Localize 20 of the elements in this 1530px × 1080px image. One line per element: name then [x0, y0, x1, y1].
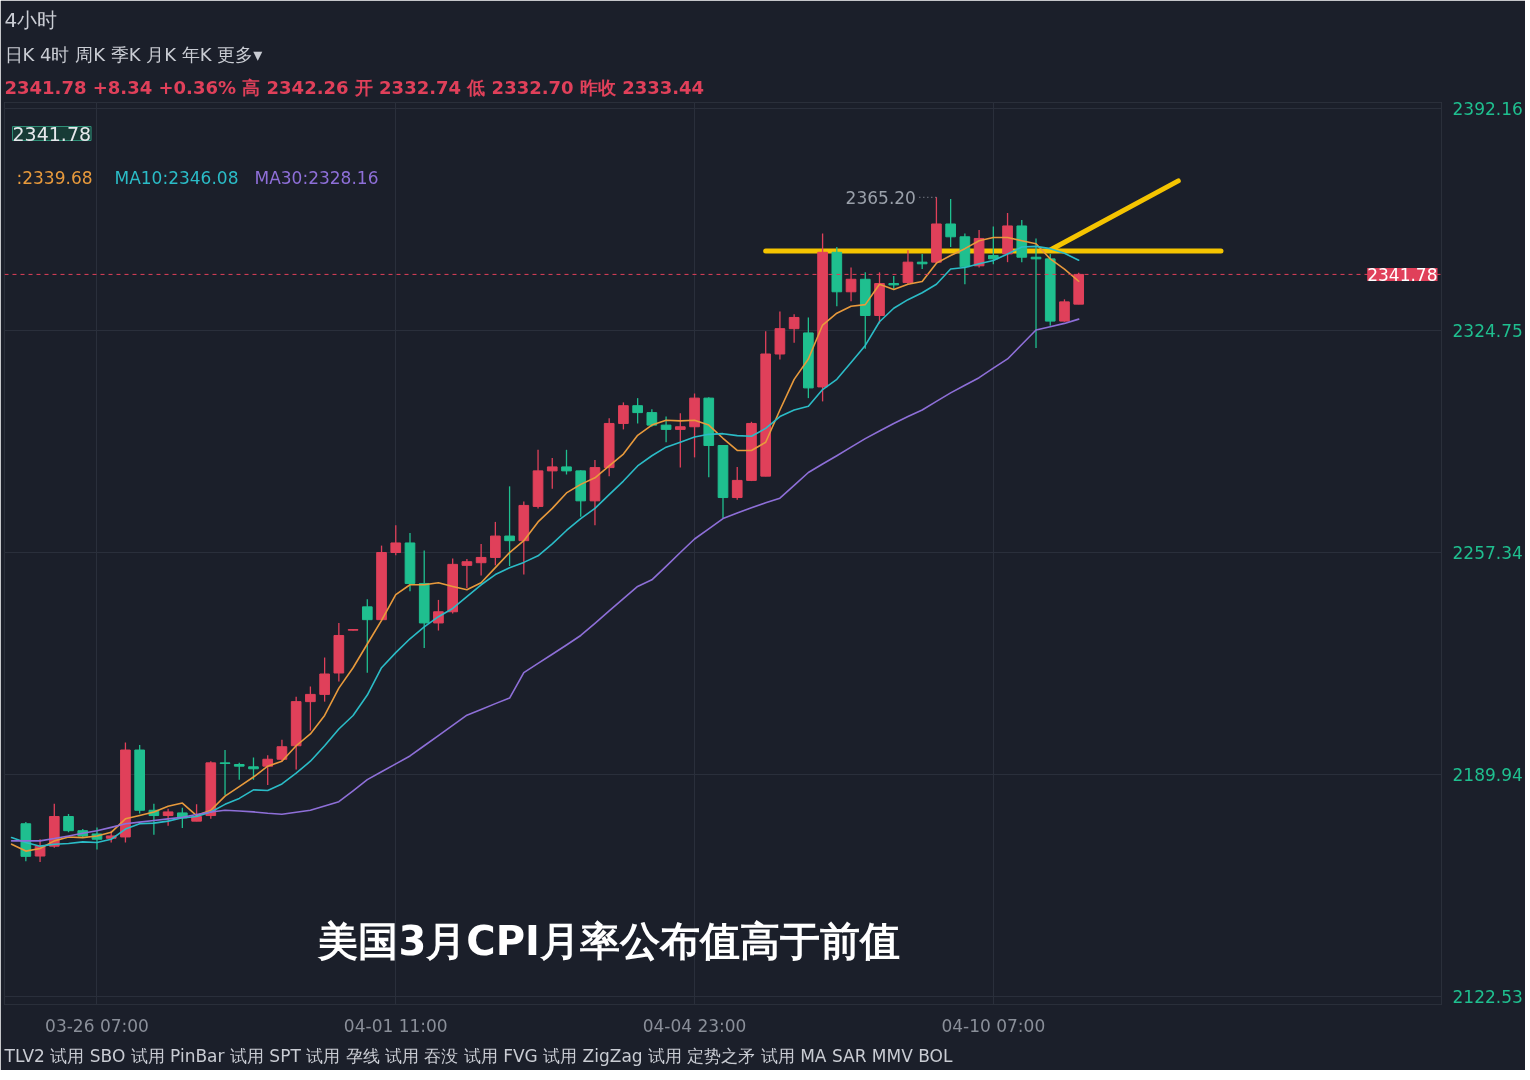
text: MA30:2328.16 — [254, 167, 379, 188]
chart-subtitle: 2341.78 +8.34 +0.36% 高 2342.26 开 2332.74 低 2332.70 昨收 2333.44 — [4, 76, 705, 98]
text: :2339.68 — [16, 167, 93, 188]
text: TLV2 试用 SBO 试用 PinBar 试用 SPT 试用 孕线 试用 吞没 试用 FVG 试用 ZigZag 试用 定势之矛 试用 MA SAR MMV BOL — [3, 1045, 953, 1066]
x-tick-label: 04-01 11:00 — [343, 1015, 448, 1036]
annotation: 2341.78 — [12, 122, 92, 145]
x-tick-label: 04-04 23:00 — [642, 1015, 747, 1036]
y-tick-label: 2257.34 — [1452, 542, 1523, 563]
ref-line-label: 2341.78 — [1367, 264, 1438, 285]
y-tick-label: 2324.75 — [1452, 320, 1523, 341]
y-tick-label: 2122.53 — [1452, 986, 1523, 1007]
annotation: 2365.20 — [845, 187, 916, 208]
text: MA10:2346.08 — [114, 167, 239, 188]
x-tick-label: 04-10 07:00 — [941, 1015, 1046, 1036]
y-tick-label: 2189.94 — [1452, 764, 1523, 785]
chart-title: 4小时 — [4, 7, 58, 32]
x-tick-label: 03-26 07:00 — [45, 1015, 149, 1036]
annotation: 美国3月CPI月率公布值高于前值 — [317, 917, 900, 964]
y-tick-label: 2392.16 — [1452, 99, 1523, 120]
text: 日K 4时 周K 季K 月K 年K 更多▾ — [4, 43, 263, 65]
